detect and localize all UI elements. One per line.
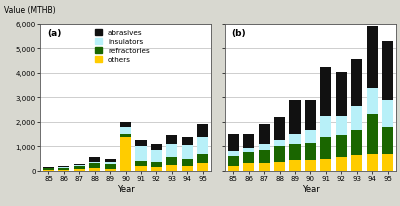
Bar bbox=[89, 163, 100, 168]
Bar bbox=[58, 170, 70, 171]
Bar bbox=[228, 151, 239, 156]
Bar bbox=[120, 137, 131, 171]
Bar bbox=[58, 166, 70, 167]
Bar bbox=[43, 169, 54, 170]
X-axis label: Year: Year bbox=[302, 184, 319, 193]
Bar bbox=[182, 166, 193, 171]
Bar bbox=[320, 137, 331, 159]
Bar bbox=[120, 122, 131, 127]
Bar bbox=[305, 131, 316, 143]
Bar bbox=[382, 127, 393, 154]
Bar bbox=[136, 140, 146, 147]
Bar bbox=[182, 145, 193, 159]
Text: (a): (a) bbox=[47, 29, 61, 38]
Bar bbox=[336, 72, 347, 116]
Bar bbox=[290, 100, 300, 134]
Bar bbox=[320, 116, 331, 137]
Bar bbox=[58, 167, 70, 168]
Bar bbox=[366, 88, 378, 115]
Bar bbox=[136, 166, 146, 171]
Bar bbox=[243, 153, 254, 164]
Bar bbox=[182, 137, 193, 145]
Bar bbox=[197, 125, 208, 137]
Bar bbox=[166, 144, 177, 158]
Bar bbox=[259, 125, 270, 144]
Bar bbox=[166, 165, 177, 171]
Bar bbox=[382, 100, 393, 127]
Bar bbox=[105, 169, 116, 171]
Bar bbox=[274, 117, 285, 140]
Bar bbox=[89, 168, 100, 171]
Bar bbox=[120, 134, 131, 137]
Bar bbox=[351, 155, 362, 171]
Bar bbox=[151, 150, 162, 163]
Bar bbox=[74, 166, 85, 167]
Bar bbox=[120, 127, 131, 134]
Bar bbox=[290, 160, 300, 171]
Bar bbox=[336, 136, 347, 158]
Bar bbox=[166, 136, 177, 144]
Bar bbox=[228, 156, 239, 166]
Bar bbox=[228, 134, 239, 151]
Bar bbox=[43, 167, 54, 168]
Bar bbox=[89, 157, 100, 162]
Bar bbox=[320, 159, 331, 171]
Legend: abrasives, insulators, refractories, others: abrasives, insulators, refractories, oth… bbox=[95, 30, 150, 63]
Bar bbox=[105, 163, 116, 164]
Bar bbox=[274, 140, 285, 147]
Bar bbox=[259, 164, 270, 171]
X-axis label: Year: Year bbox=[117, 184, 134, 193]
Bar bbox=[259, 144, 270, 150]
Bar bbox=[74, 167, 85, 169]
Bar bbox=[351, 60, 362, 106]
Bar bbox=[105, 164, 116, 169]
Bar bbox=[136, 147, 146, 161]
Bar bbox=[151, 144, 162, 150]
Bar bbox=[74, 169, 85, 171]
Bar bbox=[366, 27, 378, 88]
Bar bbox=[366, 154, 378, 171]
Bar bbox=[228, 166, 239, 171]
Bar bbox=[274, 163, 285, 171]
Bar bbox=[290, 144, 300, 160]
Bar bbox=[274, 147, 285, 163]
Bar bbox=[151, 163, 162, 167]
Bar bbox=[43, 168, 54, 169]
Bar bbox=[151, 167, 162, 171]
Bar bbox=[105, 159, 116, 163]
Text: Value (MTHB): Value (MTHB) bbox=[4, 6, 56, 15]
Bar bbox=[320, 67, 331, 116]
Bar bbox=[259, 150, 270, 164]
Bar bbox=[182, 159, 193, 166]
Bar bbox=[243, 164, 254, 171]
Bar bbox=[89, 162, 100, 163]
Bar bbox=[336, 158, 347, 171]
Bar bbox=[305, 160, 316, 171]
Text: (b): (b) bbox=[232, 29, 246, 38]
Bar bbox=[166, 158, 177, 165]
Bar bbox=[197, 154, 208, 164]
Bar bbox=[305, 143, 316, 160]
Bar bbox=[336, 116, 347, 136]
Bar bbox=[351, 106, 362, 131]
Bar bbox=[351, 131, 362, 155]
Bar bbox=[382, 42, 393, 100]
Bar bbox=[243, 134, 254, 148]
Bar bbox=[290, 134, 300, 144]
Bar bbox=[197, 164, 208, 171]
Bar bbox=[74, 164, 85, 166]
Bar bbox=[366, 115, 378, 154]
Bar bbox=[43, 170, 54, 171]
Bar bbox=[305, 100, 316, 131]
Bar bbox=[136, 161, 146, 166]
Bar bbox=[58, 168, 70, 170]
Bar bbox=[382, 154, 393, 171]
Bar bbox=[197, 137, 208, 154]
Bar bbox=[243, 148, 254, 153]
